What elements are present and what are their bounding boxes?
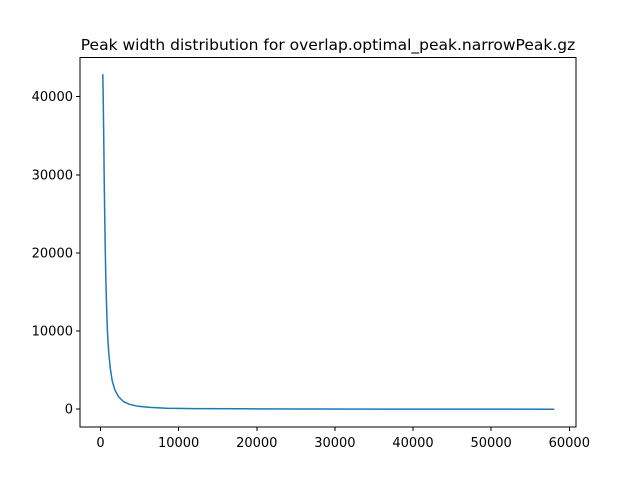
x-tick-label: 0 — [96, 436, 104, 451]
y-tick-label: 10000 — [32, 325, 73, 340]
data-line — [102, 74, 555, 410]
x-tick-label: 60000 — [549, 436, 590, 451]
y-tick-label: 0 — [65, 403, 73, 418]
y-tick-label: 20000 — [32, 246, 73, 261]
x-tick-label: 20000 — [236, 436, 277, 451]
y-tick-label: 30000 — [32, 168, 73, 183]
x-tick-label: 10000 — [158, 436, 199, 451]
x-tick-label: 40000 — [392, 436, 433, 451]
axes-frame — [79, 57, 577, 428]
x-tick-label: 50000 — [470, 436, 511, 451]
chart-title: Peak width distribution for overlap.opti… — [80, 36, 576, 54]
y-tick-label: 40000 — [32, 90, 73, 105]
x-tick-label: 30000 — [314, 436, 355, 451]
